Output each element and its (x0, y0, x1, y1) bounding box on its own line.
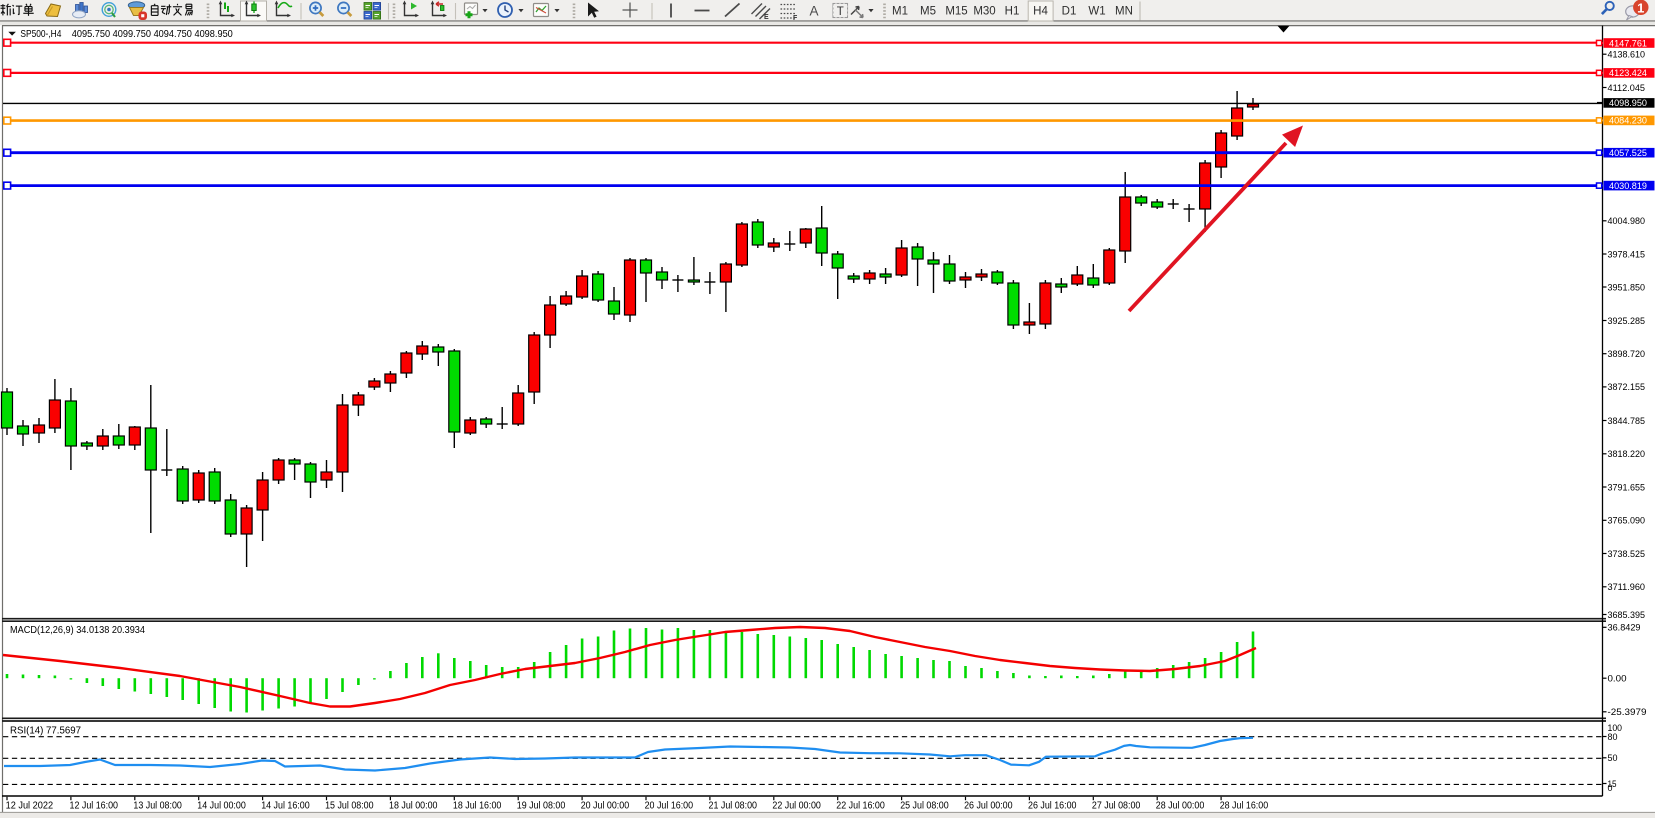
svg-text:4030.819: 4030.819 (1609, 181, 1647, 191)
svg-text:80: 80 (1608, 732, 1618, 742)
svg-text:4147.761: 4147.761 (1609, 38, 1647, 48)
svg-text:M15: M15 (945, 6, 967, 18)
svg-text:4123.424: 4123.424 (1609, 68, 1647, 78)
svg-text:3791.655: 3791.655 (1608, 482, 1646, 492)
svg-text:M1: M1 (892, 6, 908, 18)
svg-text:3898.720: 3898.720 (1608, 349, 1646, 359)
svg-text:H1: H1 (1005, 6, 1020, 18)
svg-text:3818.220: 3818.220 (1608, 449, 1646, 459)
svg-text:19 Jul 08:00: 19 Jul 08:00 (517, 801, 566, 812)
svg-text:T: T (837, 6, 844, 18)
svg-text:M30: M30 (973, 6, 995, 18)
svg-text:36.8429: 36.8429 (1608, 623, 1641, 633)
svg-text:-25.3979: -25.3979 (1608, 707, 1647, 717)
svg-text:22 Jul 00:00: 22 Jul 00:00 (772, 801, 821, 812)
svg-text:15: 15 (1608, 779, 1617, 789)
svg-text:12 Jul 16:00: 12 Jul 16:00 (70, 801, 119, 812)
svg-text:3951.850: 3951.850 (1608, 282, 1646, 292)
svg-text:4004.980: 4004.980 (1608, 216, 1646, 226)
svg-text:H4: H4 (1033, 6, 1048, 18)
svg-text:0: 0 (1608, 783, 1613, 793)
svg-text:20 Jul 16:00: 20 Jul 16:00 (645, 801, 694, 812)
svg-text:100: 100 (1608, 723, 1623, 733)
svg-text:MACD(12,26,9) 34.0138 20.3934: MACD(12,26,9) 34.0138 20.3934 (10, 625, 145, 636)
svg-text:26 Jul 16:00: 26 Jul 16:00 (1028, 801, 1077, 812)
svg-text:MN: MN (1115, 6, 1133, 18)
svg-text:1: 1 (1637, 0, 1644, 15)
svg-text:22 Jul 16:00: 22 Jul 16:00 (836, 801, 885, 812)
svg-text:12 Jul 2022: 12 Jul 2022 (6, 801, 54, 812)
svg-text:M5: M5 (920, 6, 936, 18)
svg-text:28 Jul 00:00: 28 Jul 00:00 (1156, 801, 1205, 812)
svg-text:SP500-,H4: SP500-,H4 (20, 28, 61, 40)
svg-text:14 Jul 16:00: 14 Jul 16:00 (261, 801, 310, 812)
svg-text:4112.045: 4112.045 (1608, 83, 1646, 93)
svg-text:4084.230: 4084.230 (1609, 116, 1647, 126)
svg-text:18 Jul 00:00: 18 Jul 00:00 (389, 801, 438, 812)
svg-text:4098.950: 4098.950 (1609, 98, 1647, 108)
svg-text:3765.090: 3765.090 (1608, 516, 1646, 526)
svg-text:15 Jul 08:00: 15 Jul 08:00 (325, 801, 374, 812)
svg-text:4095.750 4099.750 4094.750 409: 4095.750 4099.750 4094.750 4098.950 (72, 28, 233, 40)
svg-text:RSI(14) 77.5697: RSI(14) 77.5697 (10, 726, 81, 737)
svg-text:13 Jul 08:00: 13 Jul 08:00 (133, 801, 182, 812)
svg-text:4138.610: 4138.610 (1608, 50, 1646, 60)
svg-text:0.00: 0.00 (1608, 674, 1627, 684)
svg-text:3872.155: 3872.155 (1608, 382, 1646, 392)
svg-text:3978.415: 3978.415 (1608, 249, 1646, 259)
svg-text:A: A (809, 4, 818, 19)
svg-text:20 Jul 00:00: 20 Jul 00:00 (581, 801, 630, 812)
svg-text:18 Jul 16:00: 18 Jul 16:00 (453, 801, 502, 812)
svg-text:25 Jul 08:00: 25 Jul 08:00 (900, 801, 949, 812)
svg-text:3925.285: 3925.285 (1608, 316, 1646, 326)
svg-text:3738.525: 3738.525 (1608, 549, 1646, 559)
svg-text:21 Jul 08:00: 21 Jul 08:00 (709, 801, 758, 812)
svg-text:3844.785: 3844.785 (1608, 416, 1646, 426)
svg-text:26 Jul 00:00: 26 Jul 00:00 (964, 801, 1013, 812)
svg-text:W1: W1 (1088, 6, 1105, 18)
svg-text:50: 50 (1608, 753, 1618, 763)
svg-text:3685.395: 3685.395 (1608, 610, 1646, 620)
svg-text:E: E (764, 14, 769, 21)
svg-text:27 Jul 08:00: 27 Jul 08:00 (1092, 801, 1141, 812)
svg-text:14 Jul 00:00: 14 Jul 00:00 (197, 801, 246, 812)
svg-text:4057.525: 4057.525 (1609, 148, 1647, 158)
svg-text:D1: D1 (1062, 6, 1077, 18)
svg-text:28 Jul 16:00: 28 Jul 16:00 (1220, 801, 1269, 812)
svg-text:F: F (793, 15, 798, 22)
svg-text:3711.960: 3711.960 (1608, 582, 1646, 592)
